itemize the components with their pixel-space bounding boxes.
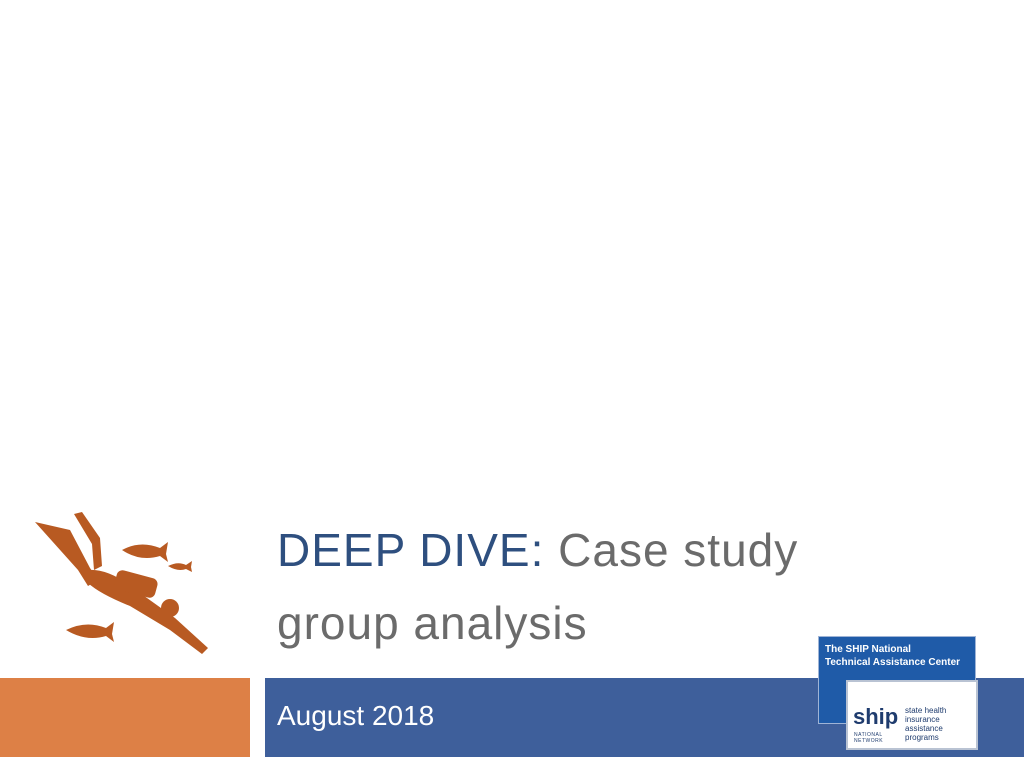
logo-network-line: NATIONAL [854, 732, 883, 738]
logo-card: ship state health insurance assistance p… [846, 680, 978, 750]
logo-tagline: state health insurance assistance progra… [905, 706, 976, 742]
logo-network-line: NETWORK [854, 738, 884, 744]
logo-tagline-line: state health insurance [905, 706, 947, 724]
logo-header-line: Technical Assistance Center [825, 657, 961, 668]
diver-icon [35, 512, 208, 654]
slide-title: DEEP DIVE: Case study group analysis [277, 514, 837, 660]
title-lead: DEEP DIVE: [277, 524, 545, 576]
logo-tagline-line: assistance programs [905, 724, 943, 742]
title-rest: Case study group analysis [277, 524, 799, 649]
logo-header-line: The SHIP National [825, 644, 911, 655]
logo-network: NATIONAL NETWORK [854, 732, 883, 744]
ship-logo: The SHIP National Technical Assistance C… [818, 636, 978, 752]
accent-bar [0, 678, 250, 757]
slide-subtitle: August 2018 [277, 700, 435, 731]
logo-mark: ship [853, 704, 899, 729]
